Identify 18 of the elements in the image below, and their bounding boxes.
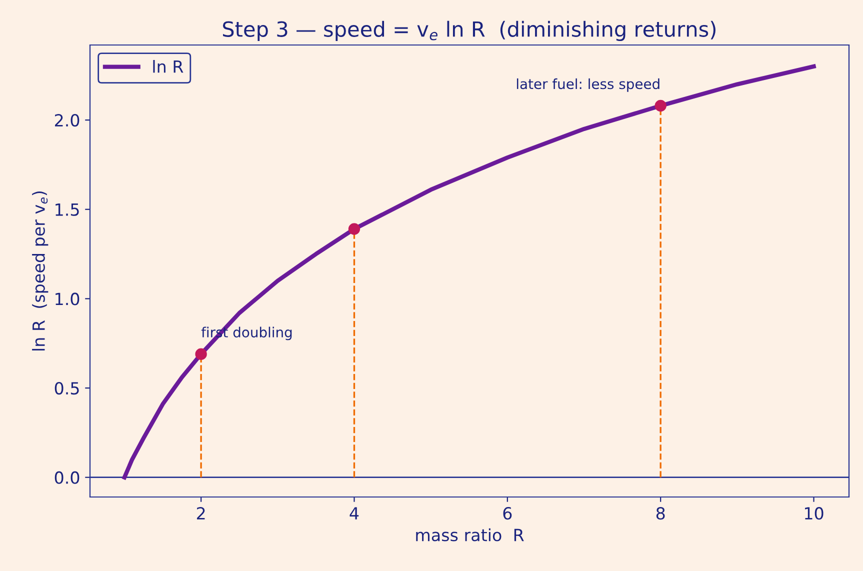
y-axis-title: ln R (speed per v$_{e}$) [32, 191, 48, 350]
x-tick-label: 4 [350, 507, 359, 520]
legend-label: ln R [153, 60, 184, 73]
x-tick-label: 2 [196, 507, 205, 520]
point [195, 348, 207, 360]
x-tick-label: 6 [503, 507, 512, 520]
point [348, 223, 360, 235]
point [654, 100, 666, 112]
chart-title: Step 3 — speed = v$_{e}$ ln R (diminishing returns) [222, 20, 716, 41]
y-tick-label: 1.5 [56, 204, 79, 216]
y-tick-label: 0.5 [54, 382, 79, 395]
y-tick-label: 0.0 [54, 471, 80, 484]
annotation: later fuel: less speed [516, 78, 660, 92]
x-tick-label: 8 [656, 507, 665, 520]
y-tick-label: 1.0 [56, 292, 80, 306]
x-tick-label: 10 [804, 507, 824, 520]
x-axis-title: mass ratio R [416, 528, 524, 542]
y-tick-label: 2.0 [54, 114, 80, 127]
